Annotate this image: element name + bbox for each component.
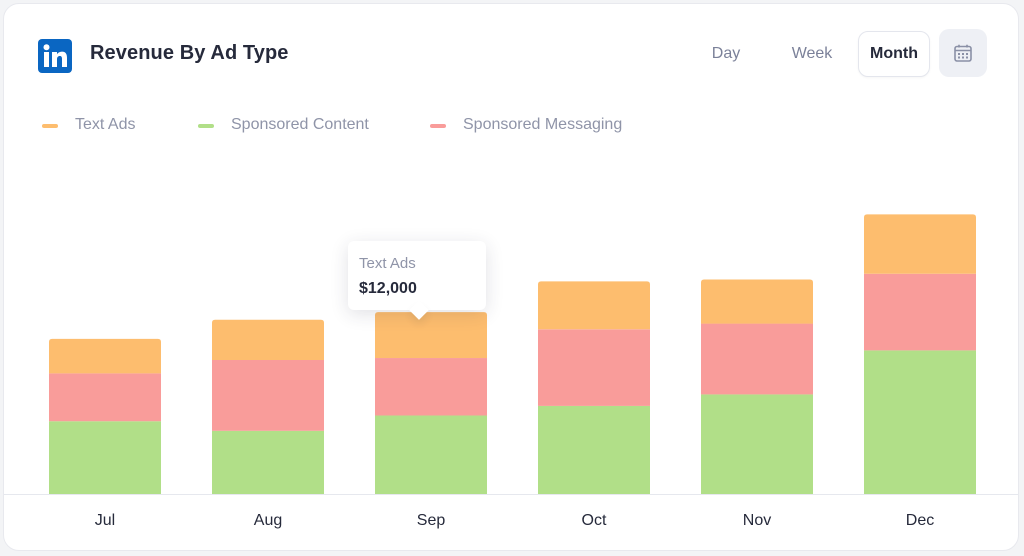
bar-aug-sponsored-messaging[interactable] xyxy=(212,359,324,431)
bar-oct-sponsored-content[interactable] xyxy=(538,405,650,494)
x-tick-label-aug: Aug xyxy=(254,512,282,529)
bar-sep-text-ads[interactable] xyxy=(375,312,487,359)
revenue-card: Revenue By Ad Type Day Week Month Text A… xyxy=(3,3,1019,551)
bar-sep-sponsored-content[interactable] xyxy=(375,415,487,494)
bar-oct-sponsored-messaging[interactable] xyxy=(538,329,650,406)
period-day-button[interactable]: Day xyxy=(711,45,741,62)
bar-nov-sponsored-messaging[interactable] xyxy=(701,323,813,395)
calendar-button[interactable] xyxy=(939,29,987,77)
legend-label: Text Ads xyxy=(75,116,136,133)
tooltip-value: $12,000 xyxy=(359,280,417,297)
bar-sep-sponsored-messaging[interactable] xyxy=(375,358,487,416)
period-month-button[interactable]: Month xyxy=(858,31,930,77)
bar-aug-sponsored-content[interactable] xyxy=(212,430,324,494)
chart-tooltip: Text Ads $12,000 xyxy=(348,241,486,310)
period-week-button[interactable]: Week xyxy=(791,45,833,62)
bar-nov-sponsored-content[interactable] xyxy=(701,394,813,494)
linkedin-icon xyxy=(38,39,72,73)
bar-jul-sponsored-content[interactable] xyxy=(49,421,161,494)
legend-label: Sponsored Content xyxy=(231,116,369,133)
x-tick-label-oct: Oct xyxy=(582,512,607,529)
bar-dec-sponsored-messaging[interactable] xyxy=(864,273,976,351)
bar-jul-sponsored-messaging[interactable] xyxy=(49,373,161,422)
x-tick-label-dec: Dec xyxy=(906,512,934,529)
calendar-icon xyxy=(954,44,972,62)
x-tick-label-nov: Nov xyxy=(743,512,771,529)
x-tick-label-jul: Jul xyxy=(95,512,115,529)
legend-swatch-sponsored-content xyxy=(198,124,214,128)
legend-swatch-sponsored-messaging xyxy=(430,124,446,128)
bar-nov-text-ads[interactable] xyxy=(701,279,813,324)
chart-title: Revenue By Ad Type xyxy=(90,42,289,64)
x-tick-label-sep: Sep xyxy=(417,512,446,529)
bar-oct-text-ads[interactable] xyxy=(538,281,650,330)
legend-swatch-text-ads xyxy=(42,124,58,128)
stacked-bar-chart: Jul Aug Sep Oct Nov Dec xyxy=(4,214,1018,529)
tooltip-series-label: Text Ads xyxy=(359,255,416,272)
bar-dec-text-ads[interactable] xyxy=(864,214,976,274)
legend-label: Sponsored Messaging xyxy=(463,116,623,133)
bar-jul-text-ads[interactable] xyxy=(49,338,161,374)
bar-aug-text-ads[interactable] xyxy=(212,319,324,360)
bar-dec-sponsored-content[interactable] xyxy=(864,350,976,494)
